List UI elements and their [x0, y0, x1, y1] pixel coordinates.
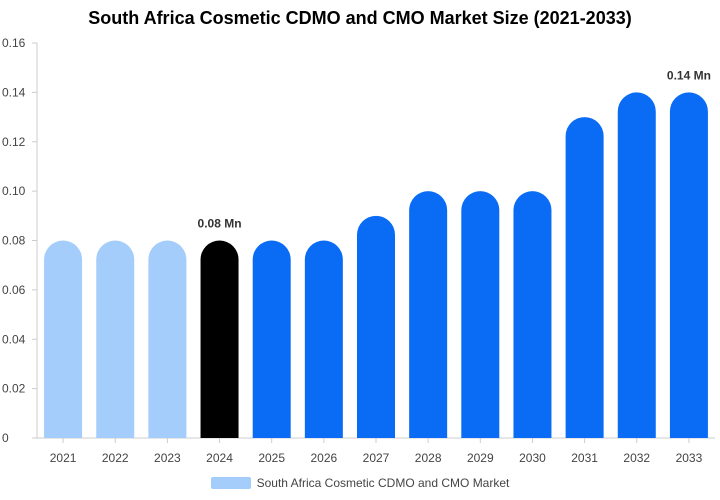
bar-2030: [513, 191, 552, 438]
x-tick-label: 2033: [676, 451, 703, 465]
bar-2025: [252, 240, 291, 438]
chart-title: South Africa Cosmetic CDMO and CMO Marke…: [88, 8, 632, 28]
bar-2032: [617, 92, 656, 438]
bar-2033: [669, 92, 708, 438]
bar-2024: [200, 240, 239, 438]
bar-2026: [304, 240, 343, 438]
x-tick-label: 2021: [50, 451, 77, 465]
y-tick-label: 0.02: [2, 382, 26, 396]
x-tick-label: 2029: [467, 451, 494, 465]
data-label: 0.08 Mn: [198, 217, 242, 231]
y-tick-label: 0.08: [2, 234, 26, 248]
x-tick-label: 2032: [623, 451, 650, 465]
bar-2022: [96, 240, 135, 438]
legend[interactable]: South Africa Cosmetic CDMO and CMO Marke…: [0, 475, 720, 491]
legend-swatch: [210, 477, 251, 489]
y-tick-label: 0.12: [2, 135, 26, 149]
x-tick-label: 2025: [258, 451, 285, 465]
y-tick-label: 0.14: [2, 85, 26, 99]
data-label: 0.14 Mn: [667, 68, 711, 82]
bar-2031: [565, 117, 604, 438]
x-tick-label: 2031: [571, 451, 598, 465]
bar-2027: [357, 215, 395, 438]
y-tick-label: 0: [2, 431, 9, 445]
y-tick-label: 0.16: [2, 36, 26, 50]
y-tick-label: 0.04: [2, 332, 26, 346]
x-tick-label: 2028: [415, 451, 442, 465]
y-tick-label: 0.06: [2, 283, 26, 297]
x-tick-label: 2026: [310, 451, 337, 465]
chart-plot: 0 0.02 0.04 0.06 0.08 0.10 0.12 0.14 0.16 2021 202…: [2, 36, 715, 465]
x-tick-label: 2030: [519, 451, 546, 465]
y-tick-label: 0.10: [2, 184, 26, 198]
bar-2028: [409, 191, 448, 438]
legend-label: South Africa Cosmetic CDMO and CMO Marke…: [256, 476, 510, 490]
x-tick-label: 2022: [102, 451, 129, 465]
bar-2021: [44, 240, 83, 438]
bar-2023: [148, 240, 187, 438]
x-tick-label: 2027: [363, 451, 390, 465]
bar-2029: [461, 191, 500, 438]
x-tick-label: 2024: [206, 451, 233, 465]
x-tick-label: 2023: [154, 451, 181, 465]
